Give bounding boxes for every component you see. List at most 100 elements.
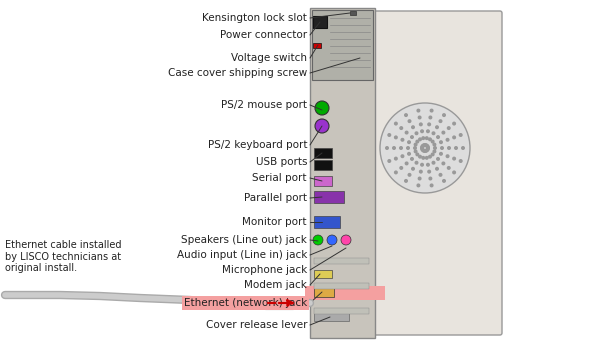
Circle shape	[392, 146, 396, 150]
Circle shape	[452, 156, 456, 161]
Circle shape	[415, 153, 419, 156]
Circle shape	[428, 137, 432, 141]
Circle shape	[394, 135, 398, 139]
Circle shape	[427, 122, 431, 126]
Text: Ethernet cable installed
by LISCO technicians at
original install.: Ethernet cable installed by LISCO techni…	[5, 240, 121, 273]
Circle shape	[413, 142, 418, 147]
Circle shape	[400, 138, 404, 142]
Bar	[314, 258, 369, 264]
Circle shape	[418, 155, 422, 159]
Circle shape	[421, 156, 425, 160]
Text: Kensington lock slot: Kensington lock slot	[202, 13, 307, 23]
Circle shape	[406, 146, 410, 150]
Circle shape	[425, 144, 429, 148]
Circle shape	[447, 166, 451, 170]
Circle shape	[394, 121, 398, 126]
Text: Microphone jack: Microphone jack	[222, 265, 307, 275]
Circle shape	[415, 140, 419, 144]
Bar	[314, 191, 344, 203]
Circle shape	[433, 142, 436, 147]
Circle shape	[433, 149, 436, 153]
Circle shape	[418, 116, 422, 119]
Text: Serial port: Serial port	[253, 173, 307, 183]
Circle shape	[430, 108, 434, 113]
Circle shape	[424, 149, 428, 153]
Circle shape	[452, 170, 456, 174]
Circle shape	[426, 146, 430, 150]
Text: Ethernet (network) jack: Ethernet (network) jack	[184, 298, 307, 308]
Circle shape	[421, 149, 425, 153]
Circle shape	[426, 129, 430, 133]
Circle shape	[431, 131, 436, 135]
Circle shape	[420, 146, 424, 150]
Circle shape	[459, 159, 463, 163]
Bar	[305, 286, 385, 300]
Circle shape	[420, 129, 424, 133]
Circle shape	[435, 167, 439, 171]
Circle shape	[428, 116, 433, 119]
Circle shape	[428, 155, 432, 159]
Circle shape	[442, 131, 445, 134]
Circle shape	[415, 161, 419, 165]
Circle shape	[433, 146, 437, 150]
Circle shape	[341, 235, 351, 245]
Circle shape	[404, 161, 409, 166]
Circle shape	[380, 103, 470, 193]
Text: PS/2 mouse port: PS/2 mouse port	[221, 100, 307, 110]
Circle shape	[427, 170, 431, 174]
Bar	[314, 270, 332, 278]
Circle shape	[442, 179, 446, 183]
Circle shape	[407, 173, 412, 177]
Circle shape	[411, 125, 415, 129]
Circle shape	[454, 146, 458, 150]
Text: Case cover shipping screw: Case cover shipping screw	[168, 68, 307, 78]
Circle shape	[416, 108, 421, 113]
Circle shape	[430, 183, 434, 187]
Circle shape	[315, 101, 329, 115]
Circle shape	[425, 149, 428, 153]
Circle shape	[327, 235, 337, 245]
Circle shape	[413, 146, 417, 150]
Circle shape	[446, 138, 449, 142]
Circle shape	[404, 179, 408, 183]
Circle shape	[399, 146, 403, 150]
Circle shape	[442, 113, 446, 117]
Circle shape	[452, 135, 456, 139]
Bar	[350, 11, 356, 15]
Circle shape	[447, 146, 451, 150]
Bar	[314, 148, 332, 158]
Circle shape	[422, 143, 427, 147]
Bar	[314, 283, 369, 289]
Circle shape	[425, 136, 429, 140]
Text: Monitor port: Monitor port	[242, 217, 307, 227]
Circle shape	[421, 144, 425, 148]
Circle shape	[420, 145, 424, 149]
Circle shape	[415, 131, 419, 135]
Circle shape	[419, 170, 423, 174]
Circle shape	[431, 153, 434, 156]
Text: Speakers (Line out) jack: Speakers (Line out) jack	[181, 235, 307, 245]
Circle shape	[436, 135, 440, 139]
Text: Power connector: Power connector	[220, 30, 307, 40]
Circle shape	[439, 119, 443, 123]
Circle shape	[425, 144, 428, 147]
Circle shape	[410, 157, 414, 161]
Circle shape	[439, 140, 443, 144]
Circle shape	[421, 148, 425, 152]
Circle shape	[410, 135, 414, 139]
Circle shape	[452, 121, 456, 126]
Circle shape	[313, 235, 323, 245]
Circle shape	[424, 143, 428, 147]
Circle shape	[404, 113, 408, 117]
Bar	[313, 16, 327, 28]
Circle shape	[439, 173, 443, 177]
FancyBboxPatch shape	[368, 11, 502, 335]
Circle shape	[442, 161, 445, 166]
Circle shape	[394, 156, 398, 161]
Bar	[314, 308, 369, 314]
Circle shape	[428, 176, 433, 181]
Circle shape	[400, 154, 404, 158]
Circle shape	[399, 166, 403, 170]
Bar	[312, 10, 373, 80]
Circle shape	[419, 122, 423, 126]
